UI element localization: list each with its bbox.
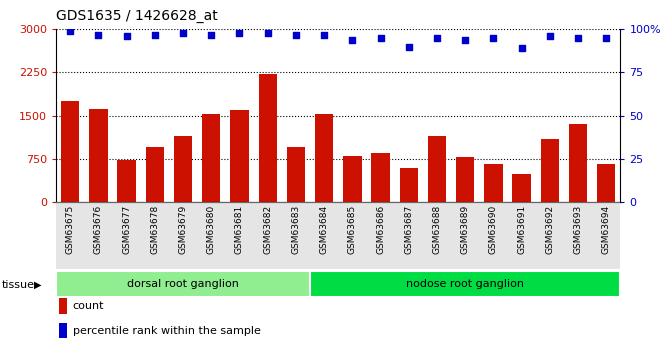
Bar bbox=[456, 157, 475, 202]
Bar bbox=[197, 202, 226, 269]
Text: GDS1635 / 1426628_at: GDS1635 / 1426628_at bbox=[56, 9, 218, 23]
Text: count: count bbox=[73, 302, 104, 311]
Point bbox=[263, 30, 273, 36]
Bar bbox=[230, 110, 249, 202]
Point bbox=[150, 32, 160, 37]
Bar bbox=[592, 202, 620, 269]
Bar bbox=[541, 139, 559, 202]
Point bbox=[573, 35, 583, 41]
Bar bbox=[89, 109, 108, 202]
Bar bbox=[451, 202, 479, 269]
Bar bbox=[225, 202, 253, 269]
Bar bbox=[174, 136, 192, 202]
Point bbox=[178, 30, 188, 36]
Bar bbox=[202, 115, 220, 202]
Bar bbox=[169, 202, 197, 269]
Text: GSM63693: GSM63693 bbox=[574, 205, 583, 255]
Text: GSM63679: GSM63679 bbox=[179, 205, 187, 255]
Point bbox=[290, 32, 301, 37]
Bar bbox=[56, 270, 310, 297]
Bar bbox=[512, 174, 531, 202]
Text: dorsal root ganglion: dorsal root ganglion bbox=[127, 279, 239, 289]
Bar bbox=[310, 270, 620, 297]
Bar bbox=[61, 101, 79, 202]
Text: GSM63688: GSM63688 bbox=[432, 205, 442, 255]
Bar bbox=[146, 147, 164, 202]
Text: GSM63687: GSM63687 bbox=[405, 205, 413, 255]
Bar bbox=[597, 165, 616, 202]
Text: tissue: tissue bbox=[1, 280, 34, 289]
Point bbox=[403, 44, 414, 49]
Bar bbox=[395, 202, 423, 269]
Bar bbox=[259, 73, 277, 202]
Bar bbox=[399, 168, 418, 202]
Bar bbox=[282, 202, 310, 269]
Text: GSM63685: GSM63685 bbox=[348, 205, 357, 255]
Bar bbox=[569, 124, 587, 202]
Text: GSM63677: GSM63677 bbox=[122, 205, 131, 255]
Point bbox=[601, 35, 612, 41]
Bar bbox=[141, 202, 169, 269]
Point bbox=[460, 37, 471, 42]
Bar bbox=[564, 202, 592, 269]
Point bbox=[432, 35, 442, 41]
Bar bbox=[315, 115, 333, 202]
Bar bbox=[117, 160, 136, 202]
Point bbox=[544, 33, 555, 39]
Bar bbox=[84, 202, 112, 269]
Text: GSM63675: GSM63675 bbox=[66, 205, 75, 255]
Text: nodose root ganglion: nodose root ganglion bbox=[406, 279, 524, 289]
Point bbox=[234, 30, 245, 36]
Text: GSM63691: GSM63691 bbox=[517, 205, 526, 255]
Text: GSM63676: GSM63676 bbox=[94, 205, 103, 255]
Point bbox=[93, 32, 104, 37]
Bar bbox=[423, 202, 451, 269]
Point bbox=[319, 32, 329, 37]
Bar bbox=[428, 136, 446, 202]
Bar bbox=[338, 202, 366, 269]
Text: GSM63678: GSM63678 bbox=[150, 205, 159, 255]
Bar bbox=[56, 202, 84, 269]
Text: GSM63694: GSM63694 bbox=[602, 205, 611, 254]
Point bbox=[488, 35, 499, 41]
Bar bbox=[286, 147, 305, 202]
Bar bbox=[253, 202, 282, 269]
Bar bbox=[372, 153, 390, 202]
Text: GSM63683: GSM63683 bbox=[292, 205, 300, 255]
Text: GSM63690: GSM63690 bbox=[489, 205, 498, 255]
Point bbox=[65, 28, 75, 34]
Text: percentile rank within the sample: percentile rank within the sample bbox=[73, 326, 261, 335]
Bar bbox=[366, 202, 395, 269]
Bar bbox=[343, 156, 362, 202]
Text: GSM63680: GSM63680 bbox=[207, 205, 216, 255]
Point bbox=[206, 32, 216, 37]
Point bbox=[347, 37, 358, 42]
Point bbox=[376, 35, 386, 41]
Bar bbox=[536, 202, 564, 269]
Text: GSM63682: GSM63682 bbox=[263, 205, 272, 254]
Text: GSM63689: GSM63689 bbox=[461, 205, 470, 255]
Point bbox=[121, 33, 132, 39]
Text: GSM63692: GSM63692 bbox=[545, 205, 554, 254]
Text: ▶: ▶ bbox=[34, 280, 42, 289]
Text: GSM63681: GSM63681 bbox=[235, 205, 244, 255]
Text: GSM63684: GSM63684 bbox=[319, 205, 329, 254]
Text: GSM63686: GSM63686 bbox=[376, 205, 385, 255]
Bar bbox=[112, 202, 141, 269]
Point bbox=[516, 46, 527, 51]
Bar bbox=[484, 165, 503, 202]
Bar bbox=[479, 202, 508, 269]
Bar bbox=[508, 202, 536, 269]
Bar bbox=[310, 202, 338, 269]
